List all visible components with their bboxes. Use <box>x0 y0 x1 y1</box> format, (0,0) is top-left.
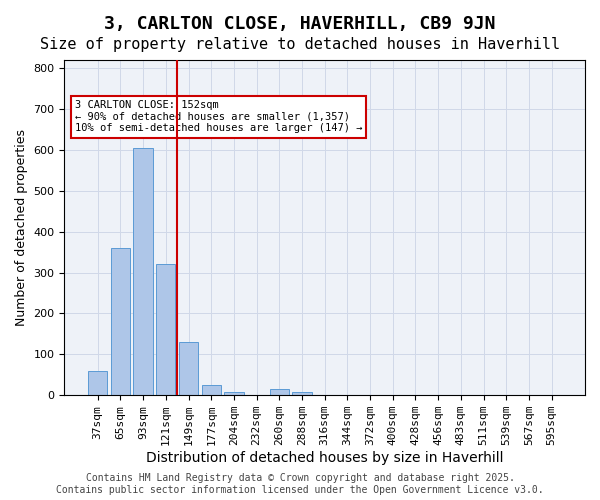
Text: Size of property relative to detached houses in Haverhill: Size of property relative to detached ho… <box>40 38 560 52</box>
Y-axis label: Number of detached properties: Number of detached properties <box>15 129 28 326</box>
Bar <box>224 392 244 395</box>
Bar <box>88 370 107 395</box>
Text: Contains HM Land Registry data © Crown copyright and database right 2025.
Contai: Contains HM Land Registry data © Crown c… <box>56 474 544 495</box>
Bar <box>111 248 130 395</box>
Bar <box>133 148 153 395</box>
Bar <box>269 389 289 395</box>
Bar <box>202 385 221 395</box>
X-axis label: Distribution of detached houses by size in Haverhill: Distribution of detached houses by size … <box>146 451 503 465</box>
Bar <box>156 264 175 395</box>
Bar <box>292 392 311 395</box>
Bar <box>179 342 198 395</box>
Text: 3, CARLTON CLOSE, HAVERHILL, CB9 9JN: 3, CARLTON CLOSE, HAVERHILL, CB9 9JN <box>104 15 496 33</box>
Text: 3 CARLTON CLOSE: 152sqm
← 90% of detached houses are smaller (1,357)
10% of semi: 3 CARLTON CLOSE: 152sqm ← 90% of detache… <box>75 100 362 134</box>
